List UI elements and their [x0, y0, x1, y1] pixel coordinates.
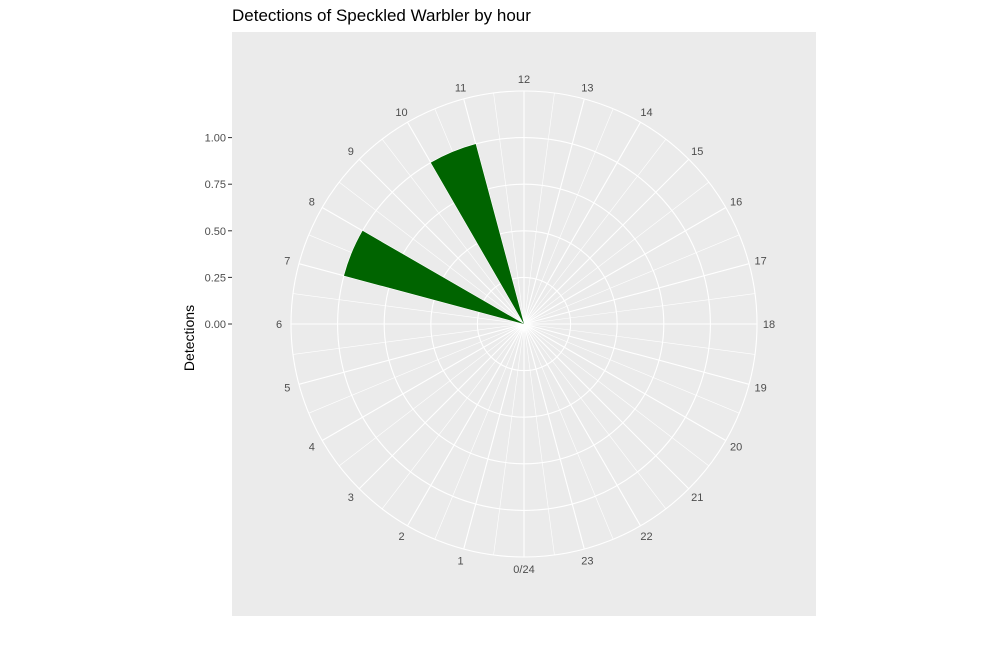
- hour-spoke: [523, 323, 641, 527]
- minor-spoke: [434, 323, 525, 540]
- minor-spoke: [308, 323, 525, 414]
- y-tick-label: 0.00: [205, 319, 226, 331]
- hour-spoke: [523, 323, 727, 441]
- bar-hour-7: [343, 230, 524, 324]
- y-tick-label: 0.25: [205, 272, 226, 284]
- hour-spoke: [523, 323, 690, 490]
- minor-spoke: [523, 323, 756, 355]
- hour-spoke: [523, 207, 727, 325]
- hour-spoke: [407, 323, 525, 527]
- hour-spoke: [463, 323, 525, 550]
- hour-label: 22: [640, 531, 652, 543]
- hour-label: 8: [309, 197, 315, 209]
- minor-spoke: [523, 234, 740, 325]
- hour-label: 21: [691, 492, 703, 504]
- chart-title: Detections of Speckled Warbler by hour: [232, 6, 531, 25]
- minor-spoke: [523, 181, 710, 325]
- hour-label: 6: [276, 319, 282, 331]
- hour-label: 1: [458, 556, 464, 568]
- minor-spoke: [493, 323, 525, 556]
- bars: [343, 143, 524, 324]
- minor-spoke: [523, 323, 555, 556]
- hour-spoke: [523, 263, 750, 325]
- hour-spoke: [463, 98, 525, 325]
- hour-labels: 0/24123456789101112131415161718192021222…: [276, 74, 775, 576]
- hour-spoke: [358, 323, 525, 490]
- minor-spoke: [523, 108, 614, 325]
- hour-label: 4: [309, 442, 315, 454]
- hour-label: 10: [395, 107, 407, 119]
- hour-label: 0/24: [513, 564, 534, 576]
- hour-label: 23: [581, 556, 593, 568]
- y-axis-title: Detections: [181, 305, 197, 371]
- hour-label: 11: [455, 82, 466, 94]
- hour-spoke: [523, 323, 750, 385]
- hour-spoke: [523, 323, 585, 550]
- y-axis: 0.00 0.25 0.50 0.75 1.00: [205, 133, 232, 331]
- hour-spoke: [523, 158, 690, 325]
- bar-hour-10: [430, 143, 524, 324]
- hour-spoke: [298, 323, 525, 385]
- hour-spoke: [523, 121, 641, 325]
- minor-spoke: [338, 181, 525, 325]
- y-tick-label: 0.50: [205, 226, 226, 238]
- hour-label: 15: [691, 146, 703, 158]
- minor-spoke: [523, 323, 710, 467]
- minor-spoke: [523, 138, 667, 325]
- hour-label: 16: [730, 197, 742, 209]
- hour-spoke: [321, 323, 525, 441]
- minor-spoke: [523, 323, 740, 414]
- hour-label: 18: [763, 319, 775, 331]
- hour-label: 7: [284, 256, 290, 268]
- y-tick-label: 1.00: [205, 133, 226, 145]
- minor-spoke: [523, 323, 614, 540]
- hour-label: 14: [640, 107, 652, 119]
- minor-spoke: [381, 138, 525, 325]
- minor-spoke: [523, 293, 756, 325]
- hour-label: 20: [730, 442, 742, 454]
- hour-label: 9: [348, 146, 354, 158]
- hour-label: 17: [755, 256, 767, 268]
- hour-spoke: [358, 158, 525, 325]
- hour-label: 5: [284, 382, 290, 394]
- minor-spoke: [523, 323, 667, 510]
- minor-spoke: [292, 293, 525, 325]
- minor-spoke: [523, 92, 555, 325]
- minor-spoke: [292, 323, 525, 355]
- hour-label: 13: [581, 82, 593, 94]
- y-tick-label: 0.75: [205, 179, 226, 191]
- hour-label: 3: [348, 492, 354, 504]
- minor-spoke: [338, 323, 525, 467]
- minor-spoke: [381, 323, 525, 510]
- hour-label: 19: [755, 382, 767, 394]
- hour-label: 12: [518, 74, 530, 86]
- hour-spoke: [523, 98, 585, 325]
- minor-spoke: [493, 92, 525, 325]
- hour-label: 2: [398, 531, 404, 543]
